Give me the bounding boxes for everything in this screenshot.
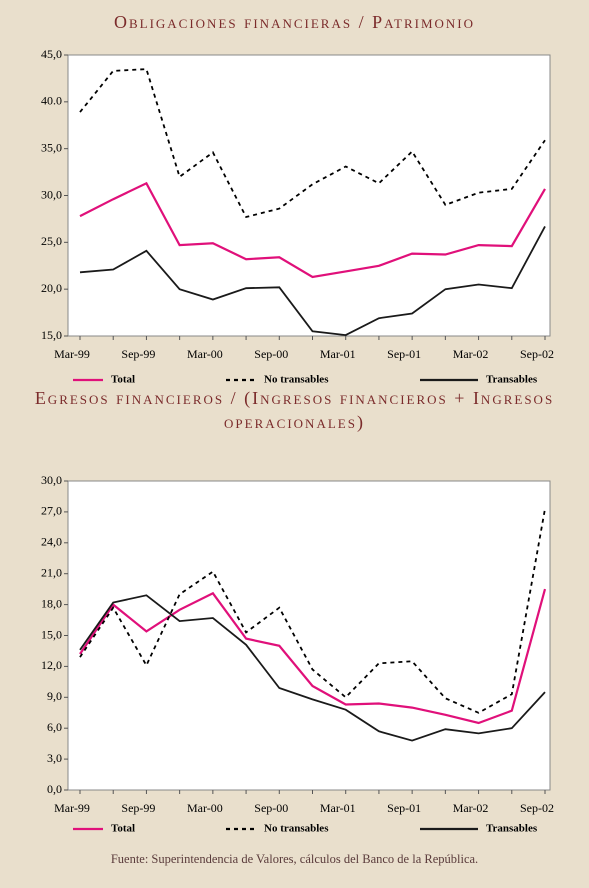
x-tick-label: Mar-02 bbox=[453, 801, 489, 815]
y-tick-label: 0,0 bbox=[47, 782, 62, 796]
legend-label: No transables bbox=[264, 823, 329, 835]
x-tick-label: Sep-01 bbox=[387, 347, 421, 361]
y-tick-label: 24,0 bbox=[41, 535, 62, 549]
y-tick-label: 30,0 bbox=[41, 187, 62, 201]
y-tick-label: 9,0 bbox=[47, 689, 62, 703]
x-tick-label: Sep-99 bbox=[121, 801, 155, 815]
series-line bbox=[79, 181, 546, 279]
x-tick-label: Sep-00 bbox=[254, 347, 288, 361]
source-note: Fuente: Superintendencia de Valores, cál… bbox=[110, 852, 479, 866]
y-tick-label: 30,0 bbox=[41, 473, 62, 487]
y-tick-label: 21,0 bbox=[41, 565, 62, 579]
x-tick-label: Mar-00 bbox=[187, 347, 223, 361]
series-line bbox=[79, 588, 547, 725]
chart-title: Egresos financieros / (Ingresos financie… bbox=[34, 388, 555, 432]
x-tick-label: Sep-00 bbox=[254, 801, 288, 815]
legend-label: Total bbox=[111, 823, 135, 835]
y-tick-label: 15,0 bbox=[41, 627, 62, 641]
legend-label: Total bbox=[111, 374, 135, 386]
y-tick-label: 40.0 bbox=[41, 94, 62, 108]
series-line bbox=[79, 68, 546, 219]
series-line bbox=[79, 508, 546, 714]
x-tick-label: Mar-01 bbox=[320, 801, 356, 815]
x-tick-label: Mar-02 bbox=[453, 347, 489, 361]
chart-title: Obligaciones financieras / Patrimonio bbox=[113, 12, 476, 32]
x-tick-label: Sep-02 bbox=[520, 347, 554, 361]
x-tick-label: Mar-01 bbox=[320, 347, 356, 361]
y-tick-label: 25,0 bbox=[41, 234, 62, 248]
plot-area bbox=[67, 54, 551, 337]
y-tick-label: 20,0 bbox=[41, 281, 62, 295]
y-tick-label: 18,0 bbox=[41, 596, 62, 610]
y-tick-label: 6,0 bbox=[47, 720, 62, 734]
x-tick-label: Sep-99 bbox=[121, 347, 155, 361]
y-tick-label: 35,0 bbox=[41, 140, 62, 154]
plot-area bbox=[67, 480, 551, 791]
y-tick-label: 12,0 bbox=[41, 658, 62, 672]
legend-label: No transables bbox=[264, 374, 329, 386]
y-tick-label: 3,0 bbox=[47, 751, 62, 765]
x-tick-label: Mar-99 bbox=[54, 801, 90, 815]
y-tick-label: 15,0 bbox=[41, 328, 62, 342]
legend-label: Transables bbox=[486, 374, 538, 386]
x-tick-label: Mar-99 bbox=[54, 347, 90, 361]
y-tick-label: 27,0 bbox=[41, 504, 62, 518]
series-line bbox=[79, 594, 546, 742]
x-tick-label: Mar-00 bbox=[187, 801, 223, 815]
y-tick-label: 45,0 bbox=[41, 47, 62, 61]
x-tick-label: Sep-02 bbox=[520, 801, 554, 815]
x-tick-label: Sep-01 bbox=[387, 801, 421, 815]
series-line bbox=[79, 225, 546, 337]
legend-label: Transables bbox=[486, 823, 538, 835]
